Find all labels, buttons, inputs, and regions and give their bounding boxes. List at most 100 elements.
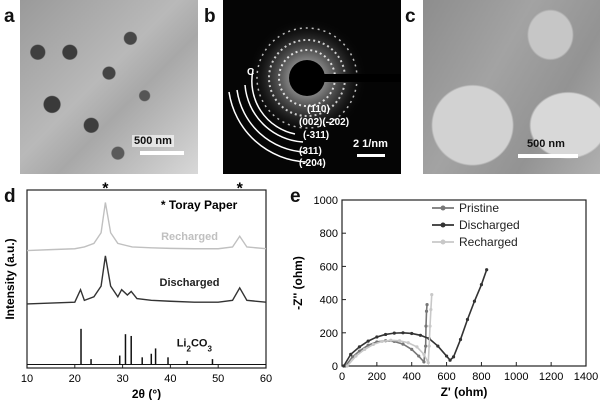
legend-marker-1 [441, 223, 446, 228]
series-point-e-1-1 [349, 353, 352, 356]
series-point-e-2-3 [372, 343, 375, 346]
annotation-toray-paper: * Toray Paper [161, 198, 238, 212]
series-point-e-0-11 [424, 344, 427, 347]
eis-chart: 0 200 400 600 800 1000 1200 1400 0 200 400 600 800 10… [290, 180, 600, 400]
series-point-e-2-5 [389, 339, 392, 342]
series-point-e-2-0 [346, 364, 349, 367]
x-tick-label-e-7: 1400 [574, 371, 598, 383]
series-point-e-1-5 [384, 333, 387, 336]
series-point-e-2-7 [407, 341, 410, 344]
series-point-e-1-3 [367, 340, 370, 343]
series-point-e-1-16 [466, 318, 469, 321]
scale-bar-label-a: 500 nm [132, 135, 174, 147]
x-tick-label-e-3: 600 [437, 371, 455, 383]
panel-label-c: c [405, 6, 416, 28]
xrd-chart: 10 20 30 40 50 60 2θ (°) Intensity (a.u.) Rechar… [0, 180, 285, 400]
ring-marker-c: C [247, 67, 254, 78]
series-point-e-1-2 [358, 345, 361, 348]
series-point-e-1-14 [452, 355, 455, 358]
y-tick-label-e-3: 600 [320, 261, 338, 273]
series-point-e-1-6 [393, 332, 396, 335]
series-point-e-2-14 [430, 293, 433, 296]
series-point-e-2-11 [428, 344, 431, 347]
ring-label-1: (002)(-202) [299, 117, 349, 128]
y-axis-label-d: Intensity (a.u.) [3, 238, 17, 319]
x-tick-label-d-3: 40 [164, 373, 176, 385]
series-point-e-0-10 [422, 360, 425, 363]
x-tick-label-d-0: 10 [21, 373, 33, 385]
x-tick-label-d-1: 20 [69, 373, 81, 385]
series-point-e-1-13 [448, 359, 451, 362]
legend-label-1: Discharged [459, 218, 520, 232]
series-point-e-1-17 [473, 300, 476, 303]
series-point-e-1-4 [375, 335, 378, 338]
ring-label-4: (-204) [299, 158, 326, 169]
series-point-e-0-8 [410, 348, 413, 351]
scale-bar-c [518, 154, 578, 158]
legend-label-2: Recharged [459, 235, 518, 249]
x-tick-label-e-4: 800 [472, 371, 490, 383]
series-point-e-0-7 [401, 342, 404, 345]
series-point-e-2-13 [429, 308, 432, 311]
series-point-e-2-1 [354, 354, 357, 357]
scale-bar-label-c: 500 nm [527, 138, 565, 150]
series-point-e-2-10 [427, 361, 430, 364]
series-point-e-1-9 [419, 334, 422, 337]
x-tick-label-e-6: 1200 [539, 371, 563, 383]
beam-stop-arm [307, 74, 401, 82]
series-point-e-2-12 [428, 325, 431, 328]
series-point-e-2-4 [380, 340, 383, 343]
series-label-discharged: Discharged [160, 277, 220, 289]
x-tick-label-e-5: 1000 [504, 371, 528, 383]
x-tick-label-e-1: 200 [368, 371, 386, 383]
series-line-d-1 [27, 256, 266, 304]
series-label-recharged: Recharged [161, 231, 218, 243]
y-tick-label-e-4: 800 [320, 228, 338, 240]
series-point-e-1-15 [459, 338, 462, 341]
ring-label-0: (110) [307, 104, 330, 115]
ring-label-3: (311) [299, 146, 322, 157]
ring-label-2: (-311) [303, 130, 329, 141]
y-tick-label-e-0: 0 [332, 361, 338, 373]
series-point-e-2-8 [415, 345, 418, 348]
scale-bar-label-b: 2 1/nm [353, 138, 388, 150]
y-tick-label-e-5: 1000 [314, 195, 338, 207]
series-point-e-1-18 [480, 283, 483, 286]
x-tick-label-d-5: 60 [260, 373, 272, 385]
tem-image-c: 500 nm [423, 0, 600, 174]
scale-bar-a [140, 151, 184, 155]
peak-marker-0: * [102, 181, 109, 198]
diffraction-image-b: C (110) (002)(-202) (-311) (311) (-204) … [223, 0, 401, 174]
series-point-e-2-2 [363, 348, 366, 351]
peak-marker-1: * [237, 181, 244, 198]
x-axis-label-d: 2θ (°) [132, 387, 161, 400]
series-line-e-1 [344, 270, 487, 366]
plot-frame-d [27, 190, 266, 368]
x-tick-label-e-0: 0 [339, 371, 345, 383]
series-point-e-0-9 [417, 354, 420, 357]
y-tick-label-e-1: 200 [320, 328, 338, 340]
series-point-e-1-19 [485, 268, 488, 271]
x-tick-label-d-2: 30 [116, 373, 128, 385]
legend-marker-0 [441, 206, 446, 211]
y-tick-label-e-2: 400 [320, 295, 338, 307]
x-axis-label-e: Z' (ohm) [441, 385, 488, 399]
series-point-e-1-12 [445, 354, 448, 357]
series-point-e-2-6 [398, 339, 401, 342]
series-label-li2co3: Li2CO3 [177, 338, 213, 354]
series-point-e-1-0 [342, 364, 345, 367]
series-point-e-0-14 [425, 303, 428, 306]
panel-label-a: a [4, 6, 15, 28]
legend-label-0: Pristine [459, 201, 499, 215]
y-axis-label-e: -Z'' (ohm) [291, 256, 305, 310]
x-tick-label-e-2: 400 [403, 371, 421, 383]
series-point-e-1-7 [401, 331, 404, 334]
tem-image-a: 500 nm [20, 0, 198, 174]
series-point-e-1-8 [410, 332, 413, 335]
x-tick-label-d-4: 50 [212, 373, 224, 385]
panel-label-b: b [204, 6, 216, 28]
legend-marker-2 [441, 240, 446, 245]
series-point-e-1-11 [436, 344, 439, 347]
series-point-e-2-9 [422, 353, 425, 356]
series-point-e-0-13 [425, 310, 428, 313]
